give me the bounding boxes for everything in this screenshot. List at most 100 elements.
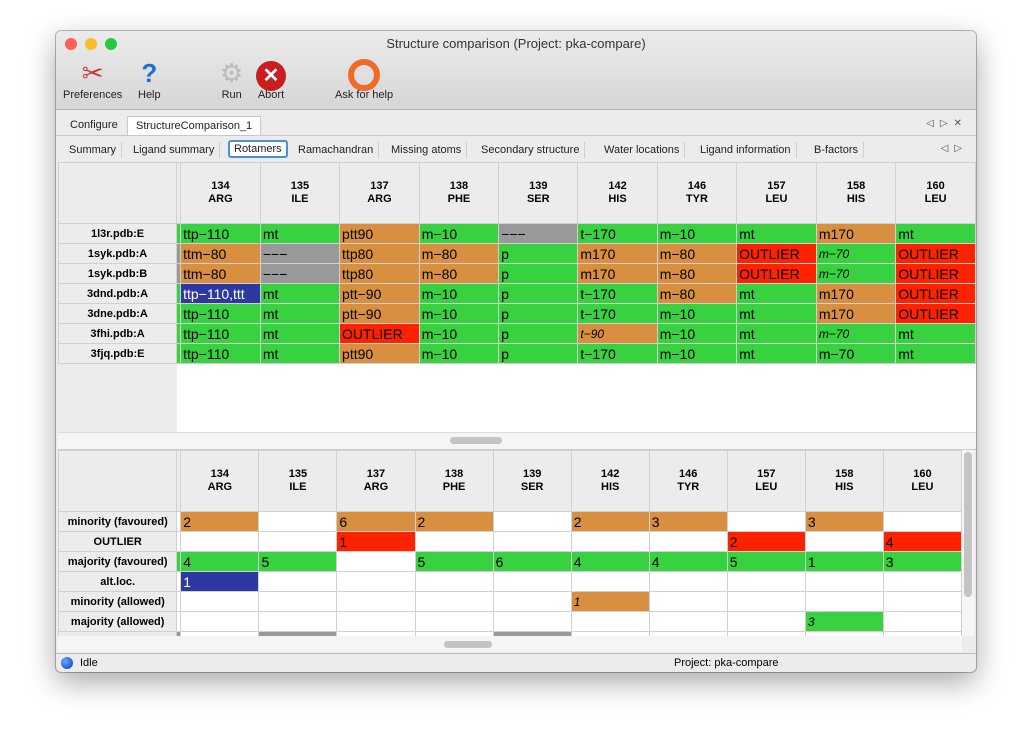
rotamer-row[interactable]: 1syk.pdb:B ttm−80 −−− ttp80 m−80 p m170 m−80 OUT…: [58, 263, 976, 284]
rotamer-cell[interactable]: m−80: [656, 263, 738, 284]
summary-cell[interactable]: 4: [180, 551, 260, 572]
summary-cell[interactable]: [648, 531, 728, 552]
rotamer-cell[interactable]: m−10: [418, 223, 500, 244]
rotamer-cell[interactable]: ttp−110: [180, 323, 261, 344]
summary-cell[interactable]: [180, 531, 260, 552]
summary-row[interactable]: majority (favoured) 4 5 5 6 4 4 5 1 3: [58, 551, 962, 572]
column-header[interactable]: 158 HIS: [804, 450, 884, 512]
rotamer-cell[interactable]: ptt−90: [339, 283, 420, 304]
rotamer-cell[interactable]: m170: [815, 223, 897, 244]
rotamer-cell[interactable]: t−170: [577, 303, 658, 324]
rotamer-cell[interactable]: OUTLIER: [895, 263, 976, 284]
summary-cell[interactable]: [492, 591, 572, 612]
rotamer-cell[interactable]: m−70: [815, 343, 897, 364]
summary-cell[interactable]: 4: [570, 551, 650, 572]
summary-cell[interactable]: [726, 591, 806, 612]
rotamer-row[interactable]: 1syk.pdb:A ttm−80 −−− ttp80 m−80 p m170 m−80 OUT…: [58, 243, 976, 264]
tab-secondary-structure[interactable]: Secondary structure: [476, 142, 586, 158]
ask-for-help-button[interactable]: Ask for help: [335, 57, 393, 101]
rotamer-cell[interactable]: p: [498, 323, 579, 344]
rotamer-cell[interactable]: ttp80: [339, 243, 420, 264]
rotamer-cell[interactable]: mt: [736, 323, 817, 344]
rotamer-cell[interactable]: t−90: [577, 323, 658, 344]
rotamer-cell[interactable]: m170: [577, 263, 658, 284]
summary-cell[interactable]: [492, 571, 572, 592]
splitter-handle[interactable]: [450, 437, 502, 444]
row-header[interactable]: [58, 631, 178, 636]
summary-cell[interactable]: [414, 611, 494, 632]
rotamer-cell[interactable]: m−80: [418, 243, 500, 264]
summary-cell[interactable]: [570, 571, 650, 592]
rotamer-cell[interactable]: m−10: [656, 223, 738, 244]
column-header[interactable]: 138 PHE: [414, 450, 494, 512]
rotamer-cell[interactable]: m−10: [418, 323, 500, 344]
summary-cell[interactable]: [258, 511, 338, 532]
column-header[interactable]: 139 SER: [492, 450, 572, 512]
column-header[interactable]: 160 LEU: [882, 450, 962, 512]
summary-cell[interactable]: [882, 611, 962, 632]
rotamer-cell[interactable]: mt: [736, 303, 817, 324]
rotamer-cell[interactable]: m−80: [656, 243, 738, 264]
rotamer-cell[interactable]: OUTLIER: [895, 283, 976, 304]
rotamer-cell[interactable]: p: [498, 303, 579, 324]
tab-next-icon[interactable]: ▷: [939, 118, 954, 129]
summary-cell[interactable]: [882, 591, 962, 612]
run-button[interactable]: ⚙ Run: [220, 57, 243, 101]
rotamer-cell[interactable]: m170: [815, 283, 897, 304]
summary-row[interactable]: majority (allowed) 3: [58, 611, 962, 632]
summary-cell[interactable]: 2: [726, 531, 806, 552]
column-header[interactable]: 134 ARG: [180, 450, 260, 512]
rotamer-cell[interactable]: mt: [259, 343, 341, 364]
summary-row[interactable]: [58, 631, 962, 636]
summary-cell[interactable]: 4: [882, 531, 962, 552]
column-header[interactable]: 139 SER: [498, 162, 579, 224]
summary-cell[interactable]: 3: [648, 511, 728, 532]
rotamer-cell[interactable]: OUTLIER: [895, 243, 976, 264]
close-window-button[interactable]: [65, 38, 77, 50]
column-header[interactable]: 138 PHE: [418, 162, 500, 224]
summary-cell[interactable]: [882, 631, 962, 636]
summary-row[interactable]: minority (allowed) 1: [58, 591, 962, 612]
preferences-button[interactable]: ✂ Preferences: [63, 57, 122, 101]
rotamer-cell[interactable]: mt: [259, 223, 341, 244]
column-header[interactable]: 135 ILE: [259, 162, 341, 224]
rotamer-row[interactable]: 3fhi.pdb:A ttp−110 mt OUTLIER m−10 p t−90 m−10 m…: [58, 323, 976, 344]
summary-cell[interactable]: [570, 531, 650, 552]
row-header[interactable]: majority (allowed): [58, 611, 178, 632]
rotamer-cell[interactable]: OUTLIER: [736, 243, 817, 264]
minimize-window-button[interactable]: [85, 38, 97, 50]
summary-cell[interactable]: [336, 571, 416, 592]
row-header[interactable]: minority (allowed): [58, 591, 178, 612]
summary-cell[interactable]: [648, 591, 728, 612]
rotamer-cell[interactable]: mt: [259, 303, 341, 324]
rotamer-cell[interactable]: mt: [259, 283, 341, 304]
summary-cell[interactable]: 5: [726, 551, 806, 572]
column-header[interactable]: 158 HIS: [815, 162, 897, 224]
summary-cell[interactable]: [336, 631, 416, 636]
horizontal-scrollbar[interactable]: [58, 636, 962, 652]
rotamer-cell[interactable]: m−70: [815, 323, 897, 344]
row-header[interactable]: alt.loc.: [58, 571, 178, 592]
summary-cell[interactable]: [648, 611, 728, 632]
summary-cell[interactable]: [180, 611, 260, 632]
rotamer-cell[interactable]: mt: [736, 343, 817, 364]
abort-button[interactable]: ✕ Abort: [256, 57, 286, 101]
tab-prev-icon[interactable]: ◁: [926, 118, 940, 129]
rotamer-cell[interactable]: mt: [736, 223, 817, 244]
summary-cell[interactable]: 4: [648, 551, 728, 572]
rotamer-cell[interactable]: ttp−110: [180, 343, 261, 364]
vertical-scrollbar[interactable]: [962, 450, 974, 636]
rotamer-cell[interactable]: t−170: [577, 223, 658, 244]
rotamer-cell[interactable]: m170: [815, 303, 897, 324]
summary-cell[interactable]: [882, 571, 962, 592]
rotamer-cell[interactable]: m−10: [656, 323, 738, 344]
summary-cell[interactable]: [180, 631, 260, 636]
rotamer-cell[interactable]: t−170: [577, 343, 658, 364]
summary-cell[interactable]: 5: [414, 551, 494, 572]
vertical-scroll-thumb[interactable]: [964, 452, 972, 597]
summary-cell[interactable]: 1: [570, 591, 650, 612]
subtab-prev-icon[interactable]: ◁: [940, 143, 955, 154]
summary-cell[interactable]: 3: [882, 551, 962, 572]
help-button[interactable]: ? Help: [138, 57, 161, 101]
rotamer-cell[interactable]: t−170: [577, 283, 658, 304]
